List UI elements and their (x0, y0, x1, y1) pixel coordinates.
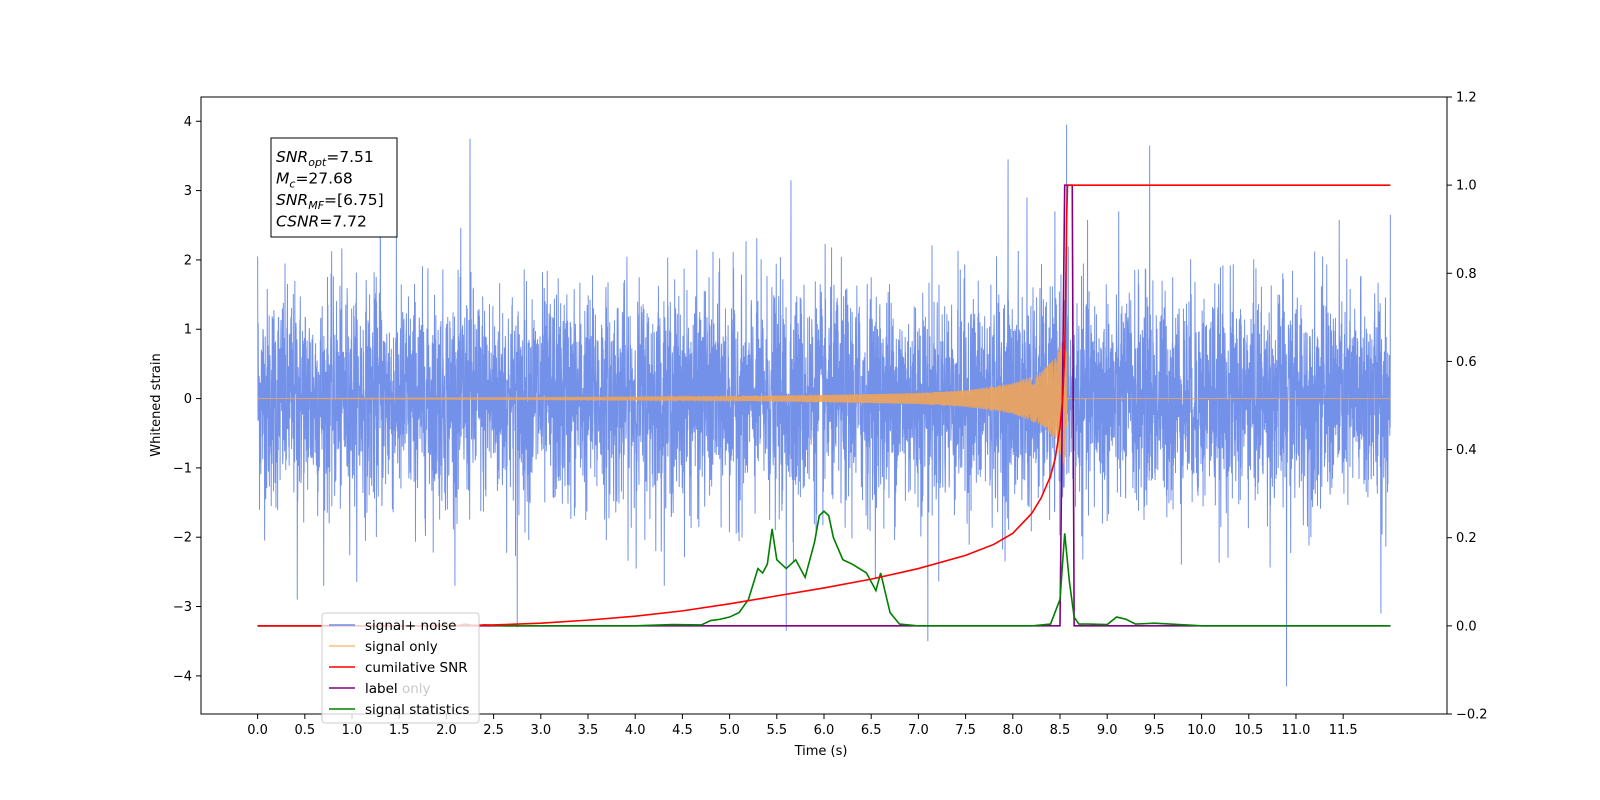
x-tick-label: 10.5 (1234, 723, 1263, 738)
x-tick-label: 8.5 (1050, 723, 1071, 738)
x-tick-label: 1.0 (342, 723, 363, 738)
x-tick-label: 2.5 (483, 723, 504, 738)
x-tick-label: 0.5 (294, 723, 315, 738)
x-tick-label: 6.0 (814, 723, 835, 738)
x-axis-label: Time (s) (794, 744, 848, 759)
legend-frame (321, 612, 480, 724)
x-tick-label: 5.0 (719, 723, 740, 738)
x-tick-label: 7.0 (908, 723, 929, 738)
y-tick-label-right: 0.8 (1456, 267, 1477, 282)
y-tick-label-left: 2 (184, 253, 192, 268)
annotation-line: SNRMF=[6.75] (276, 191, 384, 212)
y-tick-label-left: 1 (184, 323, 192, 338)
legend-ghost-text: label only (365, 681, 431, 697)
x-tick-label: 1.5 (389, 723, 410, 738)
series-layer (257, 124, 1391, 687)
series-signal-statistics (257, 510, 1391, 627)
legend-entry: signal statistics (365, 702, 469, 718)
x-tick-label: 11.5 (1329, 723, 1358, 738)
y-tick-label-right: 1.0 (1456, 179, 1477, 194)
x-tick-label: 10.0 (1187, 723, 1216, 738)
y-axis-left: −4 −3 −2 −1 0 1 2 3 4 (173, 115, 201, 684)
annotation-line: SNRopt=7.51 (276, 148, 374, 169)
y-tick-label-left: 0 (184, 392, 192, 407)
series-signal-noise (257, 124, 1391, 687)
y-axis-label: Whitened strain (149, 353, 164, 456)
x-tick-label: 5.5 (766, 723, 787, 738)
x-tick-label: 7.5 (955, 723, 976, 738)
x-tick-label: 9.0 (1097, 723, 1118, 738)
legend-entry: signal only (365, 639, 438, 655)
series-signal-only (257, 340, 1391, 466)
y-tick-label-right: 0.6 (1456, 355, 1477, 370)
legend-entry: cumilative SNR (365, 660, 468, 676)
legend: label only signal+ noise signal only cumila… (321, 612, 480, 724)
y-tick-label-left: 3 (184, 184, 192, 199)
y-tick-label-right: −0.2 (1456, 708, 1488, 723)
y-tick-label-left: 4 (184, 115, 192, 130)
y-axis-right: −0.2 0.0 0.2 0.4 0.6 0.8 1.0 1.2 (1447, 91, 1488, 723)
y-tick-label-right: 1.2 (1456, 91, 1477, 106)
series-cumulative-snr (257, 184, 1391, 627)
x-tick-label: 11.0 (1281, 723, 1310, 738)
x-tick-label: 3.5 (578, 723, 599, 738)
x-tick-label: 4.0 (625, 723, 646, 738)
x-tick-label: 3.0 (530, 723, 551, 738)
x-axis: 0.0 0.5 1.0 1.5 2.0 2.5 3.0 3.5 4.0 4.5 5.0 5.5 6.0 6… (247, 714, 1358, 738)
x-tick-label: 8.0 (1002, 723, 1023, 738)
x-tick-label: 0.0 (247, 723, 268, 738)
y-tick-label-left: −2 (173, 531, 192, 546)
annotation-box-frame (270, 137, 398, 238)
legend-entry: signal+ noise (365, 618, 456, 634)
x-tick-label: 6.5 (861, 723, 882, 738)
y-tick-label-left: −3 (173, 600, 192, 615)
x-tick-label: 4.5 (672, 723, 693, 738)
annotation-line: CSNR=7.72 (276, 213, 367, 231)
y-tick-label-left: −1 (173, 461, 192, 476)
y-tick-label-left: −4 (173, 669, 192, 684)
y-tick-label-right: 0.4 (1456, 443, 1477, 458)
y-tick-label-right: 0.0 (1456, 619, 1477, 634)
annotation-line: Mc=27.68 (276, 170, 353, 191)
y-tick-label-right: 0.2 (1456, 531, 1477, 546)
legend-entry: label (365, 681, 398, 697)
x-tick-label: 9.5 (1144, 723, 1165, 738)
x-tick-label: 2.0 (436, 723, 457, 738)
